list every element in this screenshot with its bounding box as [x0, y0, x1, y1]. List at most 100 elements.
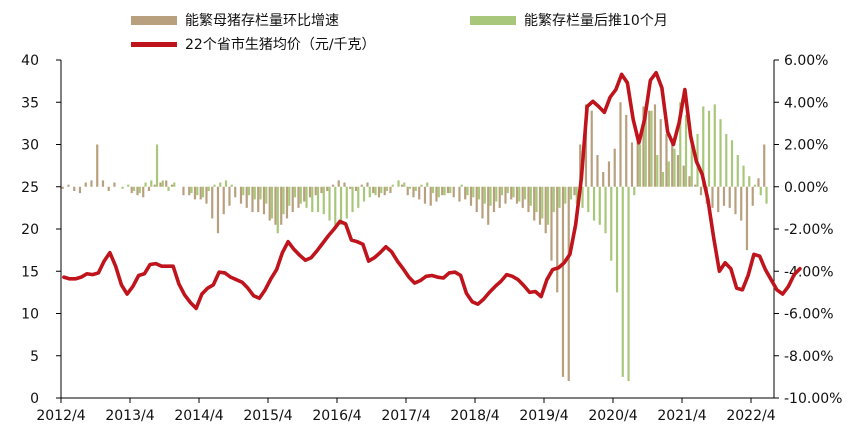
bar — [590, 110, 593, 187]
bar — [446, 186, 450, 194]
bar — [362, 186, 366, 202]
bar — [644, 104, 647, 187]
bar — [569, 186, 573, 200]
bar — [251, 186, 254, 213]
bar — [535, 186, 538, 213]
bar — [161, 180, 164, 187]
bar — [533, 186, 536, 221]
bar — [262, 186, 266, 215]
bar — [443, 186, 446, 196]
bar — [659, 119, 662, 187]
bar — [257, 186, 260, 213]
bar — [429, 186, 432, 206]
bar — [506, 186, 509, 194]
bar — [707, 110, 711, 187]
right-tick-label: 4.00% — [784, 95, 828, 111]
x-tick-label: 2022/4 — [726, 408, 775, 424]
bar — [196, 186, 199, 196]
bar — [527, 186, 530, 213]
bar — [619, 102, 622, 187]
bar — [636, 133, 639, 187]
bar — [558, 186, 561, 208]
right-tick-label: 6.00% — [784, 53, 828, 69]
bar — [495, 186, 498, 202]
bar — [717, 186, 720, 213]
bar — [420, 184, 423, 187]
x-tick-label: 2013/4 — [105, 408, 154, 424]
bar — [464, 186, 467, 200]
bar — [426, 182, 429, 187]
bar — [412, 186, 415, 198]
bar — [684, 114, 688, 187]
bar — [360, 184, 363, 187]
bar — [615, 186, 619, 293]
bar — [374, 186, 377, 196]
bar — [584, 104, 588, 187]
bar — [127, 184, 130, 187]
bar — [285, 186, 289, 219]
bar — [222, 186, 225, 215]
bar — [78, 186, 82, 194]
bar — [653, 104, 657, 187]
bar — [529, 186, 532, 206]
bar — [492, 186, 496, 213]
bar — [199, 186, 202, 200]
right-tick-label: -8.00% — [784, 349, 834, 365]
x-tick-label: 2020/4 — [588, 408, 637, 424]
bar — [610, 186, 613, 261]
bar — [564, 186, 567, 204]
bar — [138, 186, 141, 194]
right-axis: -10.00% -8.00% -6.00% -4.00% -2.00% 0.00% 2.00… — [773, 53, 842, 407]
bar — [372, 186, 375, 194]
bar — [150, 180, 153, 187]
bar — [541, 186, 544, 219]
left-axis: 0 5 10 15 20 25 30 35 40 — [21, 53, 62, 407]
bar — [165, 180, 168, 187]
bar — [320, 186, 323, 194]
left-tick-label: 30 — [21, 138, 39, 154]
bar — [406, 186, 409, 196]
bar — [441, 186, 444, 196]
bar — [159, 182, 162, 187]
right-tick-label: -2.00% — [784, 222, 834, 238]
bar — [573, 186, 576, 196]
bar — [167, 186, 170, 191]
x-tick-label: 2014/4 — [174, 408, 223, 424]
bar — [397, 180, 400, 187]
bar — [224, 180, 228, 187]
bar — [613, 148, 616, 187]
legend-price: 22个省市生猪均价（元/千克） — [131, 34, 376, 54]
left-tick-label: 0 — [30, 391, 39, 407]
bar — [518, 186, 521, 202]
left-tick-label: 40 — [21, 53, 39, 69]
left-tick-label: 10 — [21, 307, 39, 323]
bar — [711, 186, 714, 208]
bar — [544, 186, 547, 234]
bar — [449, 186, 452, 194]
bar — [351, 186, 354, 213]
bar — [418, 186, 421, 200]
bar — [679, 102, 682, 187]
bar — [400, 184, 404, 187]
bar — [676, 155, 680, 187]
bar — [368, 186, 371, 198]
bar — [90, 180, 93, 187]
bar — [604, 186, 607, 234]
bar — [702, 106, 705, 187]
bar — [736, 155, 739, 187]
right-tick-label: -10.00% — [784, 391, 842, 407]
bar — [625, 114, 628, 187]
bar — [61, 186, 64, 189]
legend-sow-lag: 能繁存栏量后推10个月 — [470, 10, 668, 30]
bar — [228, 186, 231, 206]
bar — [389, 186, 392, 194]
bar — [147, 186, 151, 191]
bar — [458, 186, 461, 202]
bar — [556, 186, 559, 293]
bar — [621, 186, 624, 377]
bar — [694, 184, 697, 187]
bar — [561, 186, 565, 377]
bar — [247, 186, 251, 196]
bar — [345, 186, 348, 219]
